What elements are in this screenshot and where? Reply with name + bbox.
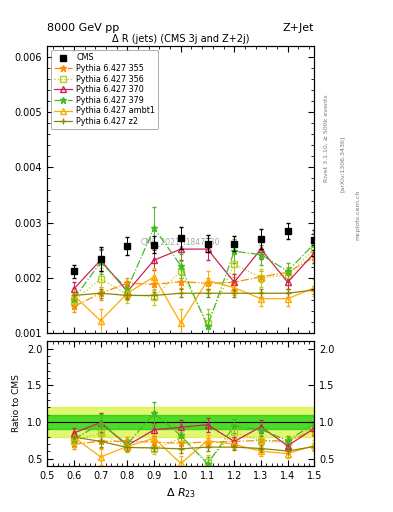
Bar [47, 415, 314, 429]
Title: Δ R (jets) (CMS 3j and Z+2j): Δ R (jets) (CMS 3j and Z+2j) [112, 34, 250, 44]
Bar [47, 407, 314, 437]
Text: Rivet 3.1.10, ≥ 500k events: Rivet 3.1.10, ≥ 500k events [324, 94, 329, 182]
Text: mcplots.cern.ch: mcplots.cern.ch [356, 190, 361, 240]
Y-axis label: Ratio to CMS: Ratio to CMS [12, 375, 21, 433]
Text: [arXiv:1306.3436]: [arXiv:1306.3436] [340, 136, 345, 192]
Text: 8000 GeV pp: 8000 GeV pp [47, 23, 119, 33]
Text: Z+Jet: Z+Jet [283, 23, 314, 33]
Legend: CMS, Pythia 6.427 355, Pythia 6.427 356, Pythia 6.427 370, Pythia 6.427 379, Pyt: CMS, Pythia 6.427 355, Pythia 6.427 356,… [51, 50, 158, 129]
X-axis label: $\Delta\ R_{23}$: $\Delta\ R_{23}$ [166, 486, 196, 500]
Text: CMS_2021_I1847230: CMS_2021_I1847230 [141, 237, 220, 246]
